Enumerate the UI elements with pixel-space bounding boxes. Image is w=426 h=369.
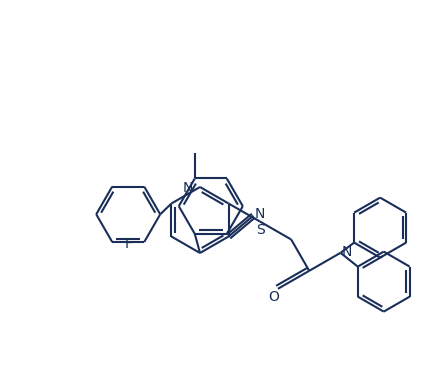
Text: N: N [254,207,265,221]
Text: S: S [256,224,265,238]
Text: F: F [124,237,132,251]
Text: N: N [342,245,352,259]
Text: O: O [268,290,279,304]
Text: N: N [183,181,193,195]
